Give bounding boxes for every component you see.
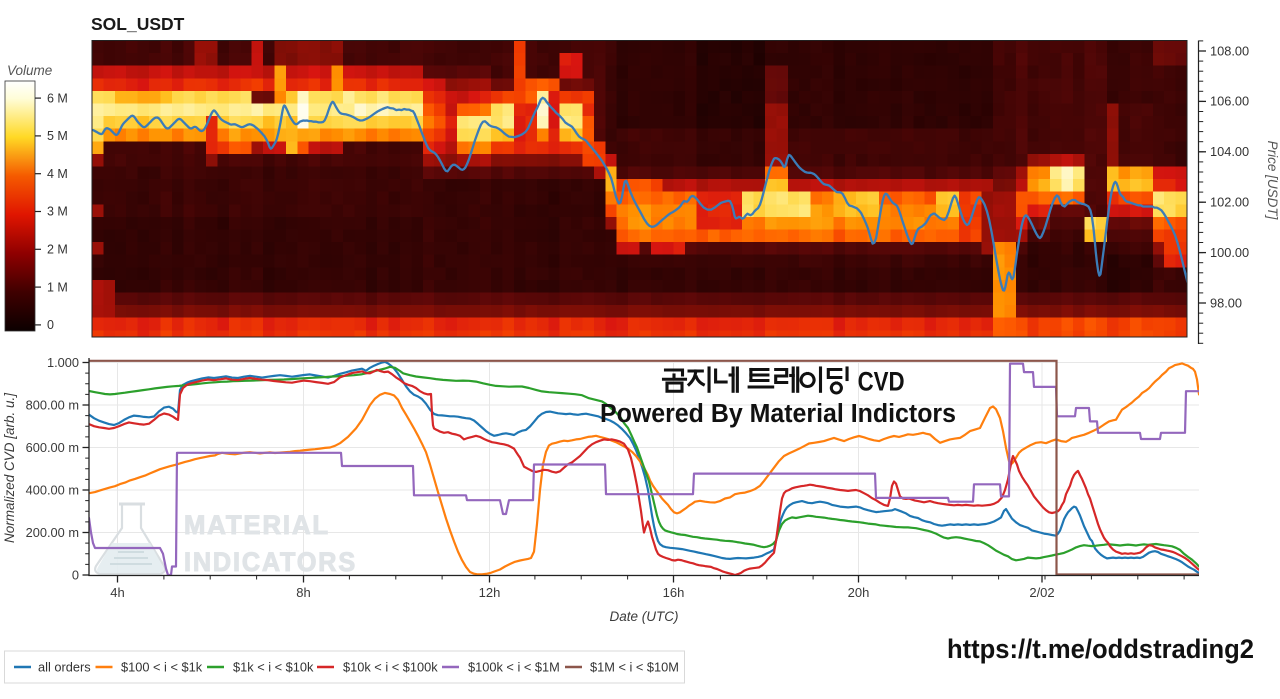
svg-text:1.000: 1.000 xyxy=(47,355,79,370)
svg-text:106.00: 106.00 xyxy=(1210,94,1249,109)
svg-text:5 M: 5 M xyxy=(47,129,68,143)
svg-text:1 M: 1 M xyxy=(47,280,68,294)
svg-text:0: 0 xyxy=(72,567,79,582)
svg-text:2 M: 2 M xyxy=(47,243,68,257)
svg-text:Date (UTC): Date (UTC) xyxy=(609,609,678,624)
svg-text:108.00: 108.00 xyxy=(1210,43,1249,58)
svg-text:104.00: 104.00 xyxy=(1210,144,1249,159)
svg-text:Volume: Volume xyxy=(7,63,52,78)
svg-text:200.00 m: 200.00 m xyxy=(26,525,79,540)
svg-text:Normalized CVD [arb. u.]: Normalized CVD [arb. u.] xyxy=(2,392,17,543)
svg-text:102.00: 102.00 xyxy=(1210,195,1249,210)
svg-text:$10k < i < $100k: $10k < i < $100k xyxy=(343,660,438,675)
svg-text:2/02: 2/02 xyxy=(1029,585,1054,600)
svg-text:400.00 m: 400.00 m xyxy=(26,482,79,497)
svg-text:CVD: CVD xyxy=(858,367,905,397)
svg-text:98.00: 98.00 xyxy=(1210,295,1242,310)
svg-text:4h: 4h xyxy=(110,585,124,600)
svg-text:16h: 16h xyxy=(663,585,685,600)
svg-text:all orders: all orders xyxy=(38,660,91,675)
svg-text:MATERIAL: MATERIAL xyxy=(184,510,330,540)
svg-text:$1k < i < $10k: $1k < i < $10k xyxy=(233,660,314,675)
svg-text:6 M: 6 M xyxy=(47,91,68,105)
svg-text:4 M: 4 M xyxy=(47,167,68,181)
svg-text:$100 < i < $1k: $100 < i < $1k xyxy=(121,660,203,675)
svg-text:0: 0 xyxy=(47,318,54,332)
svg-text:600.00 m: 600.00 m xyxy=(26,440,79,455)
svg-text:SOL_USDT: SOL_USDT xyxy=(91,14,185,34)
svg-text:INDICATORS: INDICATORS xyxy=(184,547,357,577)
svg-text:$100k < i < $1M: $100k < i < $1M xyxy=(468,660,560,675)
svg-text:3 M: 3 M xyxy=(47,205,68,219)
svg-text:12h: 12h xyxy=(479,585,501,600)
svg-text:Powered By Material Indictors: Powered By Material Indictors xyxy=(600,400,956,428)
svg-text:https://t.me/oddstrading2: https://t.me/oddstrading2 xyxy=(947,634,1254,664)
svg-text:800.00 m: 800.00 m xyxy=(26,397,79,412)
svg-text:100.00: 100.00 xyxy=(1210,245,1249,260)
svg-text:20h: 20h xyxy=(848,585,870,600)
svg-text:$1M < i < $10M: $1M < i < $10M xyxy=(590,660,679,675)
svg-text:Price [USDT]: Price [USDT] xyxy=(1265,141,1280,221)
svg-text:8h: 8h xyxy=(296,585,310,600)
